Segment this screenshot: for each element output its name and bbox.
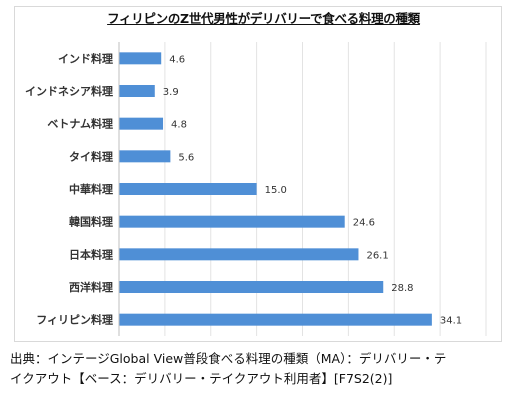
data-label: 34.1 [440, 316, 462, 327]
category-label: 日本料理 [69, 247, 113, 261]
category-label: フィリピン料理 [36, 313, 113, 327]
data-label: 15.0 [265, 185, 287, 196]
data-label: 24.6 [353, 218, 375, 229]
bar-chart: インド料理 4.6 インドネシア料理 3.9 ベトナム料理 4.8 タイ料理 5.6 中華料理 1… [25, 42, 487, 336]
category-label: インド料理 [58, 51, 113, 65]
category-label: ベトナム料理 [47, 117, 113, 131]
source-line-2: イクアウト【ベース：デリバリー・テイクアウト利用者】[F7S2(2)] [10, 371, 393, 386]
source-line-1: 出典：インテージGlobal View普段食べる料理の種類（MA）：デリバリー・… [10, 351, 447, 366]
bar [119, 313, 432, 326]
chart-title: フィリピンのZ世代男性がデリバリーで食べる料理の種類 [107, 11, 420, 26]
bar [119, 183, 257, 195]
bar [119, 85, 155, 97]
bar [119, 248, 359, 261]
bar [119, 150, 171, 163]
data-label: 26.1 [366, 250, 388, 261]
category-label: タイ料理 [69, 149, 113, 163]
bar [119, 215, 345, 228]
bar [119, 117, 164, 130]
source-note: 出典：インテージGlobal View普段食べる料理の種類（MA）：デリバリー・… [10, 349, 510, 389]
category-label: インドネシア料理 [25, 84, 113, 98]
data-label: 28.8 [391, 283, 413, 294]
data-label: 4.6 [169, 54, 185, 65]
bar [119, 52, 162, 65]
category-label: 西洋料理 [69, 280, 113, 294]
data-label: 4.8 [171, 120, 187, 131]
category-label: 中華料理 [69, 182, 113, 196]
data-label: 5.6 [178, 152, 194, 163]
bar [119, 281, 384, 293]
category-label: 韓国料理 [69, 215, 113, 229]
data-label: 3.9 [163, 87, 179, 98]
